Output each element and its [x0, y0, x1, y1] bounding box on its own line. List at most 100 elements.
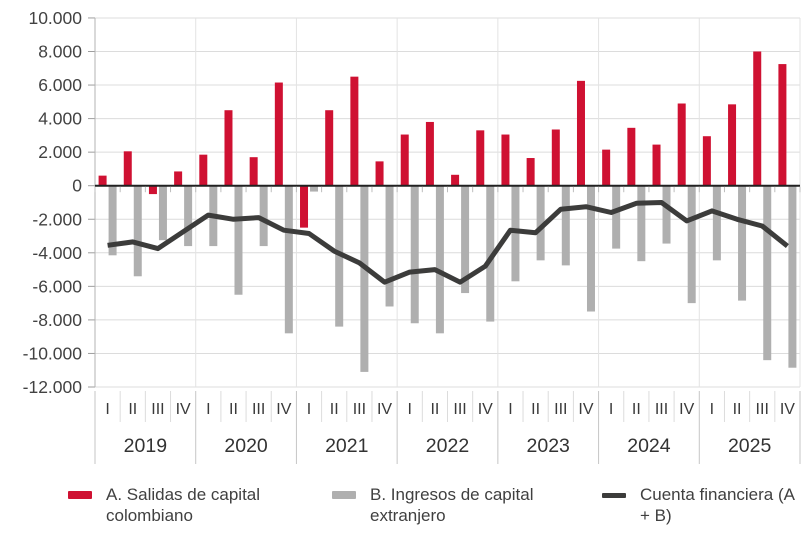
bar-salidas	[652, 144, 661, 186]
bar-salidas	[551, 129, 560, 186]
quarter-label: III	[453, 401, 466, 418]
y-axis-label: -2.000	[32, 209, 82, 229]
cuenta-swatch-icon	[602, 493, 626, 498]
bar-ingresos	[612, 185, 621, 249]
y-axis-label: 6.000	[38, 75, 82, 95]
y-axis-label: -4.000	[32, 243, 82, 263]
quarter-label: I	[609, 401, 613, 418]
bar-ingresos	[511, 185, 520, 282]
year-label: 2025	[728, 435, 772, 457]
bar-salidas	[476, 130, 485, 186]
bar-ingresos	[158, 185, 167, 241]
year-label: 2021	[325, 435, 368, 457]
y-axis-label: 0	[72, 176, 82, 196]
quarter-label: I	[105, 401, 109, 418]
bar-ingresos	[662, 185, 671, 244]
bar-ingresos	[687, 185, 696, 304]
bar-ingresos	[561, 185, 570, 266]
bar-salidas	[98, 175, 107, 186]
bar-salidas	[702, 136, 711, 186]
quarter-label: II	[229, 401, 238, 418]
bar-salidas	[425, 121, 434, 186]
bar-salidas	[677, 103, 686, 186]
plot-svg: 10.000 8.000 6.000 4.000 2.000 0 -2.000 -4.000 -…	[23, 8, 801, 464]
bar-ingresos	[536, 185, 545, 261]
quarter-label: IV	[578, 401, 593, 418]
bar-ingresos	[234, 185, 243, 295]
quarter-label: IV	[276, 401, 291, 418]
bar-salidas	[501, 134, 510, 186]
quarter-label: III	[554, 401, 567, 418]
bar-salidas	[300, 185, 309, 228]
year-label: 2019	[124, 435, 167, 457]
bar-ingresos	[763, 185, 772, 361]
bar-ingresos	[184, 185, 193, 247]
bar-salidas	[148, 185, 157, 195]
quarter-label: III	[756, 401, 769, 418]
legend-item-cuenta: Cuenta financiera (A + B)	[602, 484, 795, 526]
quarter-label: II	[733, 401, 742, 418]
bar-salidas	[778, 64, 787, 186]
bar-salidas	[728, 104, 737, 186]
quarter-label: I	[508, 401, 512, 418]
legend: A. Salidas de capital colombiano B. Ingr…	[0, 480, 804, 540]
legend-label-cuenta: Cuenta financiera (A + B)	[640, 485, 795, 525]
legend-label-salidas: A. Salidas de capital colombiano	[106, 485, 261, 525]
quarter-label: I	[408, 401, 412, 418]
plot-area: 10.000 8.000 6.000 4.000 2.000 0 -2.000 -4.000 -…	[23, 8, 801, 464]
quarter-label: III	[353, 401, 366, 418]
salidas-swatch-icon	[68, 491, 92, 499]
y-axis-label: 4.000	[38, 109, 82, 129]
bar-ingresos	[461, 185, 470, 294]
bar-ingresos	[637, 185, 646, 262]
bar-ingresos	[360, 185, 369, 372]
quarter-label: II	[430, 401, 439, 418]
quarter-label: IV	[679, 401, 694, 418]
y-axis-label: -12.000	[23, 377, 83, 397]
quarter-label: III	[151, 401, 164, 418]
bar-ingresos	[259, 185, 268, 247]
quarter-label: III	[655, 401, 668, 418]
quarter-label: II	[330, 401, 339, 418]
y-axis-label: -8.000	[32, 310, 82, 330]
bar-salidas	[753, 51, 762, 186]
bar-salidas	[325, 110, 334, 186]
quarter-label: II	[128, 401, 137, 418]
bar-salidas	[274, 82, 283, 186]
bar-salidas	[627, 127, 636, 186]
bar-ingresos	[385, 185, 394, 307]
y-axis-label: 10.000	[28, 8, 82, 28]
quarter-label: II	[632, 401, 641, 418]
bar-ingresos	[712, 185, 721, 261]
legend-item-salidas: A. Salidas de capital colombiano	[68, 484, 291, 526]
bar-ingresos	[788, 185, 797, 368]
quarter-label: I	[307, 401, 311, 418]
y-axis-label: -10.000	[23, 343, 83, 363]
quarter-label: IV	[176, 401, 191, 418]
quarter-label: IV	[377, 401, 392, 418]
quarter-label: IV	[478, 401, 493, 418]
bar-salidas	[526, 158, 535, 186]
ingresos-swatch-icon	[332, 491, 356, 499]
bar-salidas	[174, 171, 183, 186]
year-label: 2022	[426, 435, 469, 457]
bar-salidas	[602, 149, 611, 186]
bar-ingresos	[410, 185, 419, 324]
quarter-label: III	[252, 401, 265, 418]
year-label: 2023	[527, 435, 570, 457]
bar-ingresos	[586, 185, 595, 312]
quarter-label: IV	[780, 401, 795, 418]
bar-salidas	[375, 161, 384, 186]
bar-salidas	[451, 174, 460, 186]
bar-ingresos	[108, 185, 117, 256]
quarter-label: II	[531, 401, 540, 418]
bar-salidas	[123, 151, 132, 186]
bar-salidas	[224, 110, 233, 186]
year-label: 2020	[224, 435, 268, 457]
bar-ingresos	[738, 185, 747, 301]
bar-ingresos	[284, 185, 293, 334]
y-axis-label: 8.000	[38, 42, 82, 62]
bar-ingresos	[435, 185, 444, 334]
y-axis-label: 2.000	[38, 142, 82, 162]
